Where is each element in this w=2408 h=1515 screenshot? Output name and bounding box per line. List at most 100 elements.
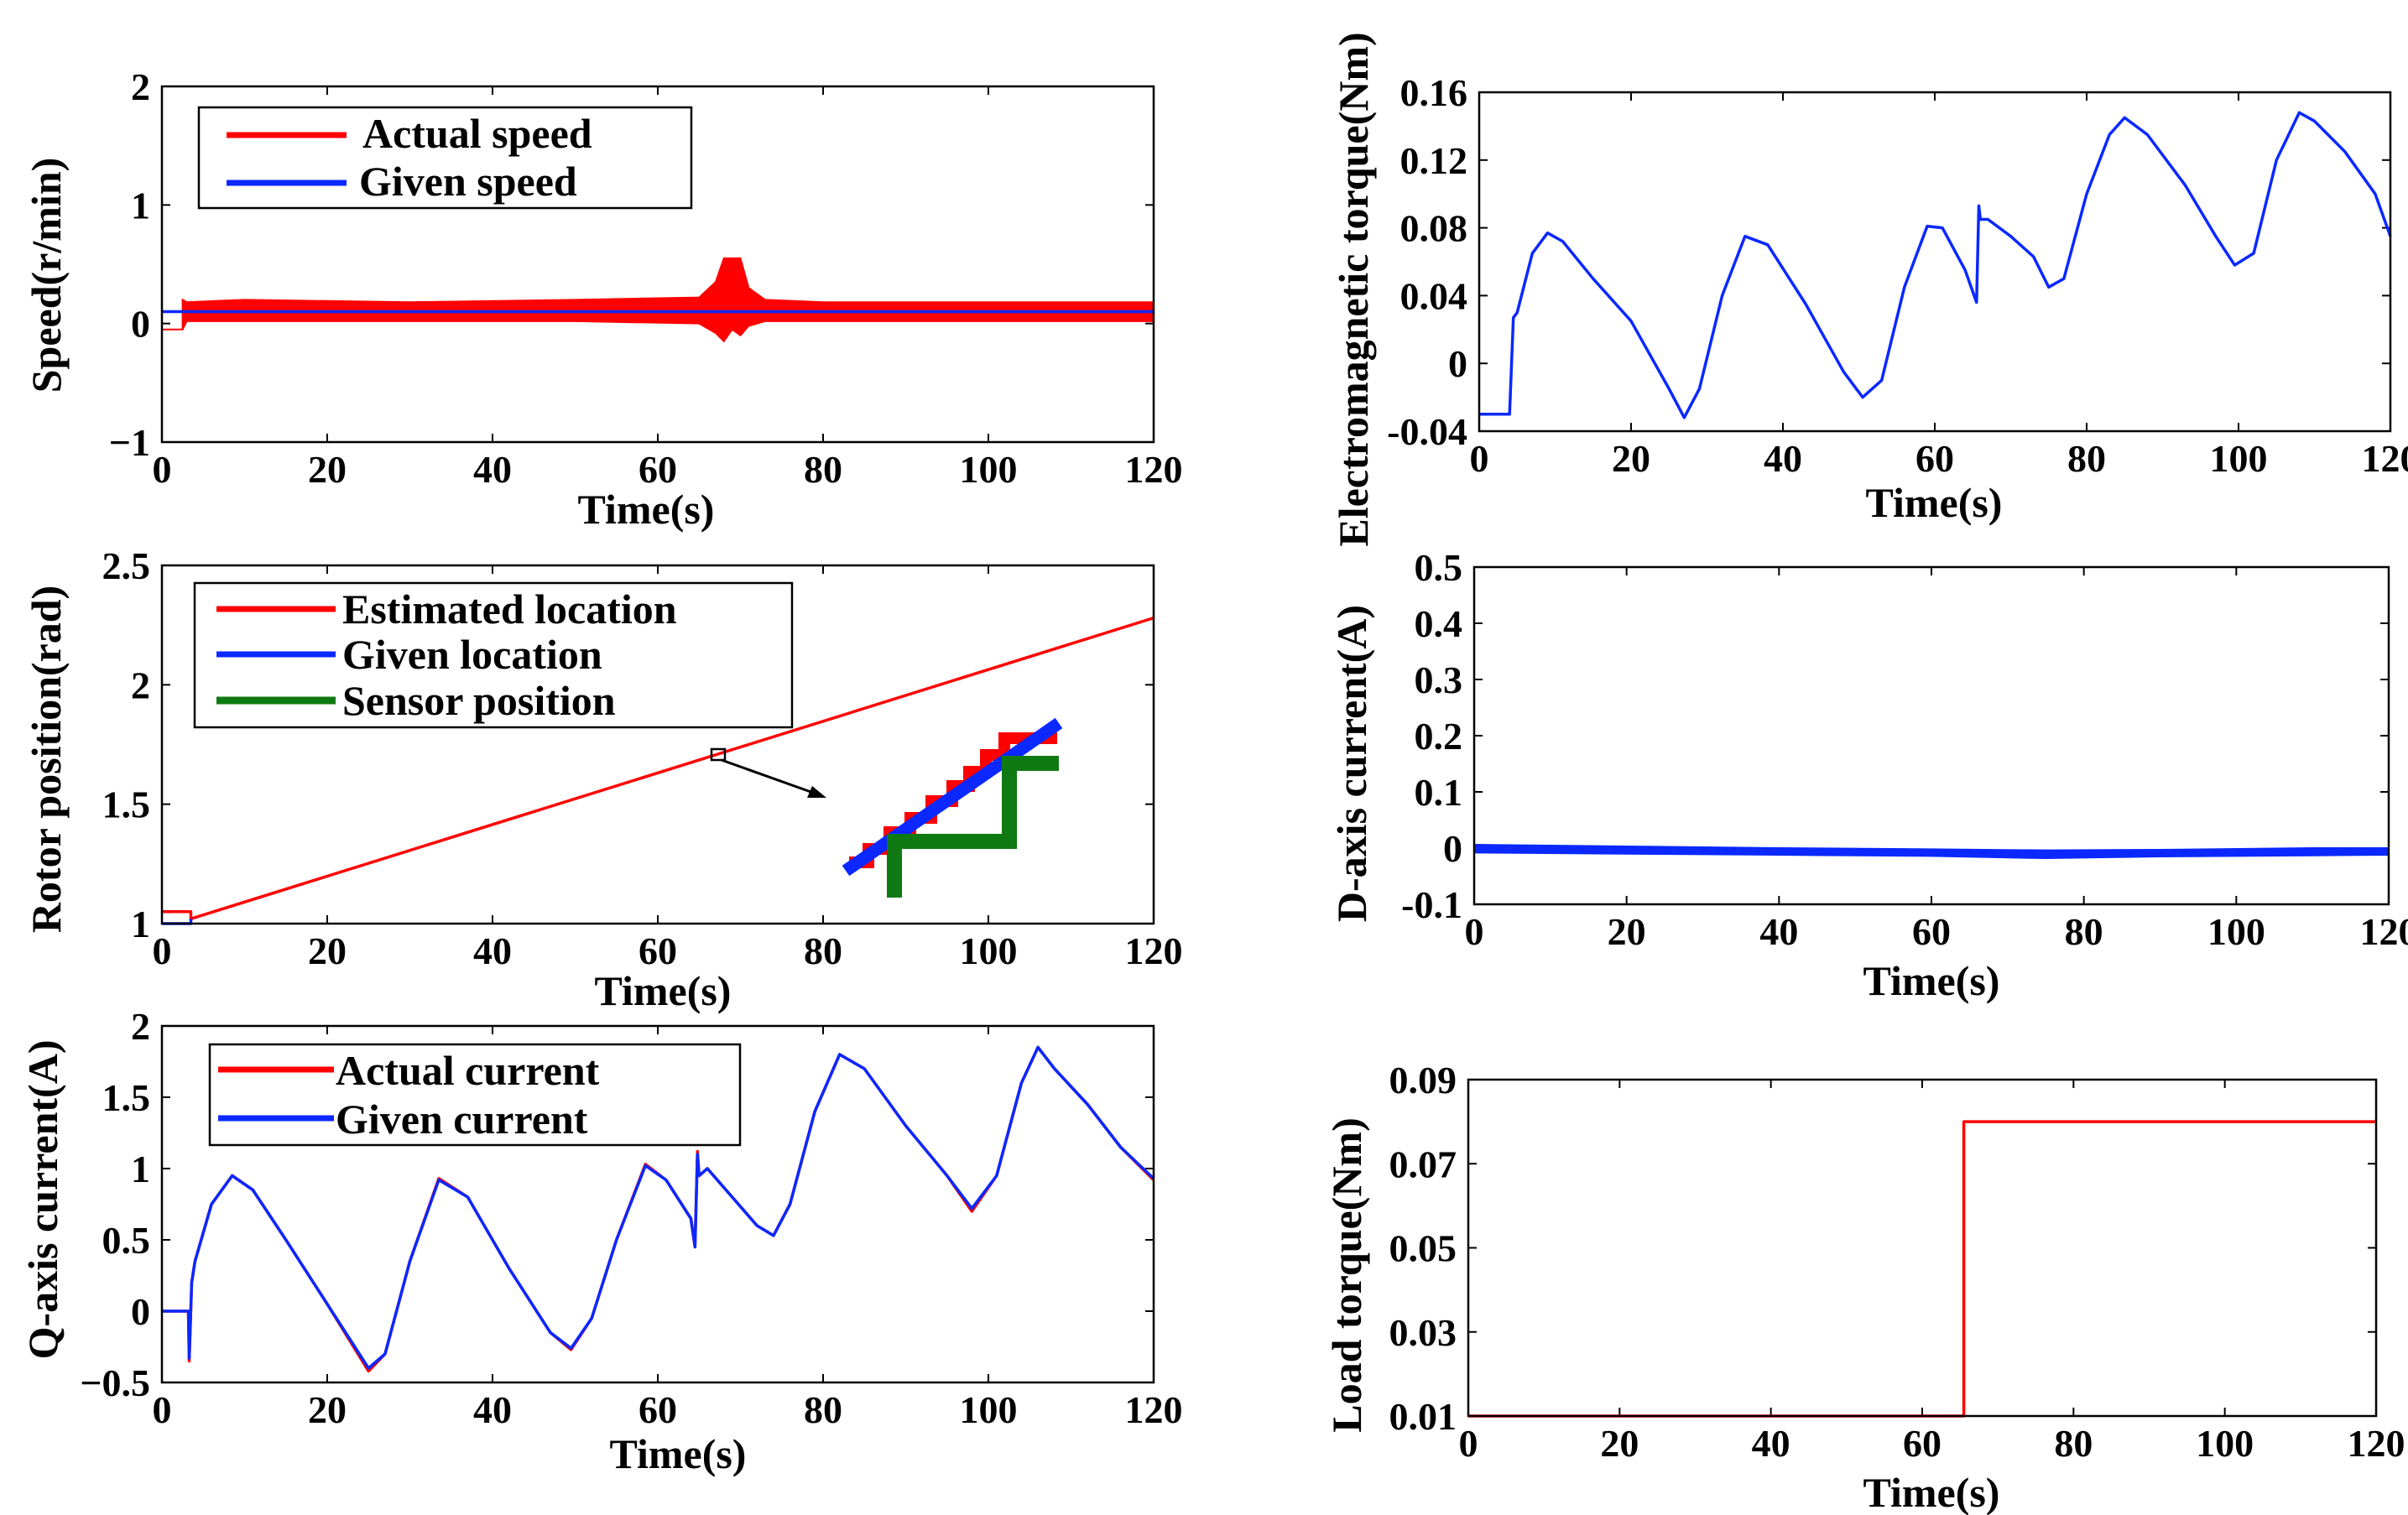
speed-xtick-label: 120 bbox=[1125, 448, 1183, 491]
q-axis-current-chart: 0 20 40 60 80 100 120−0.500.511.52 Actual curr… bbox=[19, 1005, 1183, 1477]
dcurrent-ytick-label: 0.3 bbox=[1415, 659, 1463, 701]
rotor-xtick-label: 120 bbox=[1125, 929, 1183, 972]
speed-ytick-label: −1 bbox=[109, 421, 150, 464]
speed-legend: Actual speed Given speed bbox=[197, 106, 693, 210]
rotor-inset-sensor-position bbox=[887, 756, 1059, 898]
etorque-xtick-label: 100 bbox=[2210, 437, 2268, 480]
loadtorque-ticks: 0 20 40 60 80 100 120 0.01 0.03 0.05 0.07 0.09 bbox=[1389, 1059, 2405, 1465]
rotor-xtick-label: 0 bbox=[153, 929, 172, 972]
speed-plot-frame bbox=[160, 85, 1155, 444]
loadtorque-xlabel: Time(s) bbox=[1863, 1469, 2000, 1515]
dcurrent-ytick-label: 0.2 bbox=[1415, 715, 1463, 758]
load-torque-chart: 0 20 40 60 80 100 120 0.01 0.03 0.05 0.07 0.09 Time… bbox=[1323, 1059, 2405, 1515]
etorque-xtick-label: 120 bbox=[2362, 437, 2408, 480]
loadtorque-xtick-label: 40 bbox=[1752, 1422, 1790, 1465]
etorque-ytick-label: -0.04 bbox=[1387, 410, 1467, 453]
qcurrent-series bbox=[162, 1045, 1155, 1373]
speed-legend-box bbox=[197, 106, 693, 210]
qcurrent-ylabel: Q-axis current(A) bbox=[19, 1040, 66, 1360]
rotor-legend: Estimated location Given location Sensor… bbox=[193, 581, 794, 729]
rotor-ytick-label: 2 bbox=[131, 664, 150, 706]
dcurrent-ytick-label: 0.4 bbox=[1415, 602, 1463, 645]
rotor-ticks: 0 20 40 60 80 100 120 1 1.5 2 2.5 bbox=[102, 544, 1183, 972]
dcurrent-xtick-label: 120 bbox=[2360, 910, 2408, 953]
dcurrent-series bbox=[1473, 843, 2390, 860]
dcurrent-ylabel: D-axis current(A) bbox=[1328, 605, 1375, 922]
qcurrent-xtick-label: 40 bbox=[473, 1388, 512, 1431]
speed-ylabel: Speed(r/min) bbox=[23, 158, 70, 393]
loadtorque-xtick-label: 0 bbox=[1459, 1422, 1478, 1465]
rotor-ytick-label: 1.5 bbox=[102, 784, 151, 826]
loadtorque-xtick-label: 80 bbox=[2054, 1422, 2093, 1465]
etorque-xtick-label: 60 bbox=[1915, 437, 1954, 480]
etorque-series bbox=[1479, 111, 2392, 419]
dcurrent-xtick-label: 80 bbox=[2065, 910, 2103, 953]
rotor-inset-given-location bbox=[842, 717, 1063, 877]
loadtorque-series-load-torque bbox=[1468, 1120, 2376, 1418]
rotor-xtick-label: 80 bbox=[804, 929, 842, 972]
rotor-xtick-label: 20 bbox=[308, 929, 347, 972]
qcurrent-legend-label-actual: Actual current bbox=[336, 1047, 600, 1094]
etorque-ytick-label: 0.08 bbox=[1400, 207, 1468, 250]
speed-legend-label-given: Given speed bbox=[359, 158, 577, 205]
speed-xtick-label: 60 bbox=[638, 448, 677, 491]
qcurrent-xtick-label: 60 bbox=[638, 1388, 677, 1431]
dcurrent-xtick-label: 100 bbox=[2207, 910, 2265, 953]
etorque-xtick-label: 0 bbox=[1470, 437, 1489, 480]
qcurrent-ytick-label: 1.5 bbox=[102, 1076, 151, 1119]
dcurrent-xtick-label: 20 bbox=[1608, 910, 1646, 953]
speed-xtick-label: 40 bbox=[473, 448, 512, 491]
rotor-legend-label-estimated: Estimated location bbox=[342, 586, 677, 633]
loadtorque-ytick-label: 0.09 bbox=[1389, 1059, 1457, 1101]
loadtorque-plot-frame bbox=[1467, 1078, 2378, 1418]
speed-xtick-label: 20 bbox=[308, 448, 347, 491]
dcurrent-ytick-label: 0 bbox=[1443, 827, 1462, 870]
loadtorque-ytick-label: 0.07 bbox=[1389, 1143, 1457, 1185]
dcurrent-xlabel: Time(s) bbox=[1863, 957, 2000, 1004]
loadtorque-ytick-label: 0.01 bbox=[1389, 1395, 1457, 1438]
speed-ytick-label: 2 bbox=[131, 65, 150, 108]
qcurrent-xtick-label: 20 bbox=[308, 1388, 347, 1431]
etorque-xtick-label: 40 bbox=[1764, 437, 1802, 480]
etorque-ytick-label: 0.16 bbox=[1400, 71, 1468, 114]
loadtorque-xtick-label: 20 bbox=[1600, 1422, 1639, 1465]
d-axis-current-chart: 0 20 40 60 80 100 120-0.100.10.20.30.40.5 Time… bbox=[1328, 546, 2408, 1004]
speed-ytick-label: 0 bbox=[131, 303, 150, 346]
rotor-xtick-label: 60 bbox=[638, 929, 677, 972]
rotor-zoom-box bbox=[710, 747, 727, 762]
etorque-plot-frame bbox=[1478, 91, 2392, 433]
qcurrent-ytick-label: −0.5 bbox=[80, 1361, 150, 1404]
qcurrent-ytick-label: 0 bbox=[131, 1290, 150, 1333]
rotor-series-estimated-location bbox=[162, 616, 1154, 921]
speed-series bbox=[162, 257, 1154, 343]
loadtorque-ytick-label: 0.05 bbox=[1389, 1227, 1457, 1270]
rotor-xlabel: Time(s) bbox=[595, 967, 732, 1014]
etorque-ylabel: Electromagnetic torque(Nm) bbox=[1330, 32, 1377, 546]
qcurrent-legend-box bbox=[208, 1043, 742, 1147]
rotor-zoom-arrow bbox=[721, 758, 816, 795]
rotor-zoom-arrowhead bbox=[807, 786, 826, 798]
rotor-position-chart: 0 20 40 60 80 100 120 1 1.5 2 2.5 Estimated locati… bbox=[23, 544, 1183, 1014]
dcurrent-ytick-label: -0.1 bbox=[1401, 883, 1462, 926]
dcurrent-xtick-label: 0 bbox=[1465, 910, 1484, 953]
dcurrent-ticks: 0 20 40 60 80 100 120-0.100.10.20.30.40.5 bbox=[1401, 546, 2408, 953]
speed-xtick-label: 0 bbox=[153, 448, 172, 491]
etorque-xlabel: Time(s) bbox=[1866, 479, 2003, 526]
etorque-ytick-label: 0 bbox=[1448, 342, 1467, 385]
qcurrent-ytick-label: 2 bbox=[131, 1005, 150, 1048]
loadtorque-ylabel: Load torque(Nm) bbox=[1323, 1117, 1370, 1432]
etorque-ytick-label: 0.12 bbox=[1400, 139, 1468, 182]
dcurrent-xtick-label: 40 bbox=[1759, 910, 1798, 953]
speed-ytick-label: 1 bbox=[131, 184, 150, 226]
etorque-xtick-label: 80 bbox=[2067, 437, 2106, 480]
dcurrent-ytick-label: 0.1 bbox=[1415, 771, 1463, 814]
qcurrent-series-given-current bbox=[162, 1045, 1155, 1370]
speed-legend-label-actual: Actual speed bbox=[362, 110, 592, 157]
qcurrent-legend-label-given: Given current bbox=[336, 1096, 588, 1143]
speed-xtick-label: 80 bbox=[804, 448, 842, 491]
qcurrent-xtick-label: 100 bbox=[960, 1388, 1018, 1431]
